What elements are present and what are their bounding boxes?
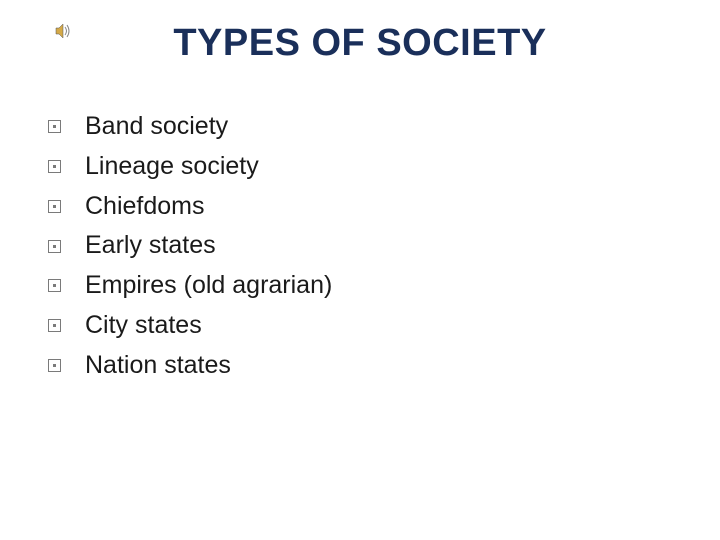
- bullet-marker-icon: [48, 240, 61, 253]
- list-item: City states: [48, 309, 332, 343]
- list-item: Chiefdoms: [48, 190, 332, 224]
- list-item: Early states: [48, 229, 332, 263]
- bullet-text: Lineage society: [85, 150, 259, 184]
- bullet-text: Band society: [85, 110, 228, 144]
- slide-title: TYPES OF SOCIETY: [0, 22, 720, 65]
- bullet-text: Early states: [85, 229, 216, 263]
- bullet-marker-icon: [48, 120, 61, 133]
- bullet-text: Empires (old agrarian): [85, 269, 332, 303]
- bullet-text: City states: [85, 309, 202, 343]
- bullet-marker-icon: [48, 200, 61, 213]
- list-item: Nation states: [48, 349, 332, 383]
- bullet-marker-icon: [48, 319, 61, 332]
- bullet-text: Nation states: [85, 349, 231, 383]
- bullet-list: Band society Lineage society Chiefdoms E…: [48, 110, 332, 388]
- bullet-marker-icon: [48, 279, 61, 292]
- bullet-marker-icon: [48, 160, 61, 173]
- list-item: Empires (old agrarian): [48, 269, 332, 303]
- bullet-marker-icon: [48, 359, 61, 372]
- list-item: Lineage society: [48, 150, 332, 184]
- bullet-text: Chiefdoms: [85, 190, 205, 224]
- list-item: Band society: [48, 110, 332, 144]
